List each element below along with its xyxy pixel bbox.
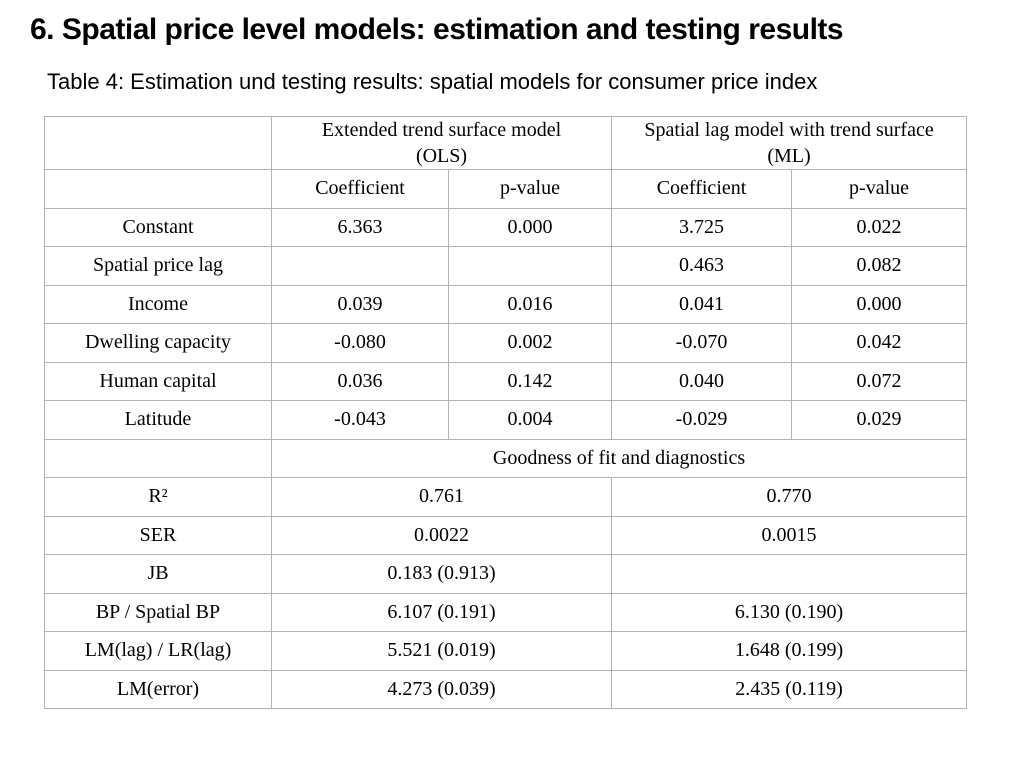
row-label: Constant bbox=[44, 207, 272, 247]
ml-pvalue-cell: 0.022 bbox=[791, 207, 968, 247]
table-row-jb: JB 0.183 (0.913) bbox=[44, 554, 968, 594]
ols-coefficient-cell: 6.363 bbox=[271, 207, 449, 247]
ml-pvalue-cell: 0.082 bbox=[791, 246, 968, 286]
model-header-row: Extended trend surface model (OLS) Spati… bbox=[44, 116, 968, 170]
ml-value-cell: 6.130 (0.190) bbox=[611, 592, 968, 632]
row-label: Spatial price lag bbox=[44, 246, 272, 286]
table-row-r-squared: R² 0.761 0.770 bbox=[44, 477, 968, 517]
ml-coefficient-cell: -0.070 bbox=[611, 323, 793, 363]
ml-coefficient-cell: 0.463 bbox=[611, 246, 793, 286]
ols-value-cell: 4.273 (0.039) bbox=[270, 669, 613, 709]
ml-coefficient-cell: -0.029 bbox=[611, 400, 793, 440]
ml-model-abbr: (ML) bbox=[767, 145, 811, 167]
ols-pvalue-cell bbox=[447, 246, 613, 286]
ols-coefficient-header: Coefficient bbox=[271, 169, 449, 209]
ols-value-cell: 0.0022 bbox=[270, 515, 613, 555]
ols-coefficient-cell: -0.080 bbox=[271, 323, 449, 363]
section-header-cell: Goodness of fit and diagnostics bbox=[270, 438, 968, 478]
ml-coefficient-cell: 3.725 bbox=[611, 207, 793, 247]
row-label: SER bbox=[44, 515, 272, 555]
ols-pvalue-cell: 0.000 bbox=[447, 207, 613, 247]
sub-header-row: Coefficient p-value Coefficient p-value bbox=[44, 169, 968, 209]
table-row-latitude: Latitude -0.043 0.004 -0.029 0.029 bbox=[44, 400, 968, 440]
corner-cell bbox=[44, 169, 272, 209]
ml-pvalue-cell: 0.029 bbox=[791, 400, 968, 440]
ml-coefficient-cell: 0.041 bbox=[611, 284, 793, 324]
row-label: R² bbox=[44, 477, 272, 517]
ols-pvalue-header: p-value bbox=[447, 169, 613, 209]
ols-model-abbr: (OLS) bbox=[415, 145, 468, 167]
ml-pvalue-cell: 0.000 bbox=[791, 284, 968, 324]
corner-cell bbox=[44, 116, 272, 170]
table-row-spatial-price-lag: Spatial price lag 0.463 0.082 bbox=[44, 246, 968, 286]
table-row-ser: SER 0.0022 0.0015 bbox=[44, 515, 968, 555]
row-label: Human capital bbox=[44, 361, 272, 401]
ml-pvalue-header: p-value bbox=[791, 169, 968, 209]
table-row-income: Income 0.039 0.016 0.041 0.000 bbox=[44, 284, 968, 324]
results-table: Extended trend surface model (OLS) Spati… bbox=[44, 116, 968, 709]
ml-value-cell: 0.770 bbox=[611, 477, 968, 517]
table-row-bp-spatial-bp: BP / Spatial BP 6.107 (0.191) 6.130 (0.1… bbox=[44, 592, 968, 632]
ols-pvalue-cell: 0.004 bbox=[447, 400, 613, 440]
ml-coefficient-header: Coefficient bbox=[611, 169, 793, 209]
ml-value-cell: 2.435 (0.119) bbox=[611, 669, 968, 709]
empty-cell bbox=[44, 438, 272, 478]
ml-coefficient-cell: 0.040 bbox=[611, 361, 793, 401]
row-label: BP / Spatial BP bbox=[44, 592, 272, 632]
ols-value-cell: 5.521 (0.019) bbox=[270, 631, 613, 671]
ols-coefficient-cell: -0.043 bbox=[271, 400, 449, 440]
ols-pvalue-cell: 0.002 bbox=[447, 323, 613, 363]
ols-coefficient-cell: 0.039 bbox=[271, 284, 449, 324]
slide-title: 6. Spatial price level models: estimatio… bbox=[30, 13, 844, 46]
ols-value-cell: 0.761 bbox=[270, 477, 613, 517]
row-label: LM(lag) / LR(lag) bbox=[44, 631, 272, 671]
ols-pvalue-cell: 0.142 bbox=[447, 361, 613, 401]
ols-model-header: Extended trend surface model (OLS) bbox=[270, 116, 613, 170]
row-label: LM(error) bbox=[44, 669, 272, 709]
ml-model-name: Spatial lag model with trend surface bbox=[644, 119, 934, 141]
ml-value-cell: 0.0015 bbox=[611, 515, 968, 555]
table-row-lm-error: LM(error) 4.273 (0.039) 2.435 (0.119) bbox=[44, 669, 968, 709]
table-row-human-capital: Human capital 0.036 0.142 0.040 0.072 bbox=[44, 361, 968, 401]
table-row-constant: Constant 6.363 0.000 3.725 0.022 bbox=[44, 207, 968, 247]
table-caption: Table 4: Estimation und testing results:… bbox=[47, 69, 818, 94]
row-label: Income bbox=[44, 284, 272, 324]
table-row-dwelling-capacity: Dwelling capacity -0.080 0.002 -0.070 0.… bbox=[44, 323, 968, 363]
table-row-lm-lag: LM(lag) / LR(lag) 5.521 (0.019) 1.648 (0… bbox=[44, 631, 968, 671]
row-label: Latitude bbox=[44, 400, 272, 440]
row-label: JB bbox=[44, 554, 272, 594]
ml-pvalue-cell: 0.072 bbox=[791, 361, 968, 401]
ols-pvalue-cell: 0.016 bbox=[447, 284, 613, 324]
ml-pvalue-cell: 0.042 bbox=[791, 323, 968, 363]
ols-coefficient-cell bbox=[271, 246, 449, 286]
ols-value-cell: 0.183 (0.913) bbox=[270, 554, 613, 594]
section-header-row: Goodness of fit and diagnostics bbox=[44, 438, 968, 478]
ml-value-cell: 1.648 (0.199) bbox=[611, 631, 968, 671]
ols-value-cell: 6.107 (0.191) bbox=[270, 592, 613, 632]
ml-model-header: Spatial lag model with trend surface (ML… bbox=[611, 116, 968, 170]
ml-value-cell bbox=[611, 554, 968, 594]
ols-model-name: Extended trend surface model bbox=[321, 119, 562, 141]
row-label: Dwelling capacity bbox=[44, 323, 272, 363]
ols-coefficient-cell: 0.036 bbox=[271, 361, 449, 401]
